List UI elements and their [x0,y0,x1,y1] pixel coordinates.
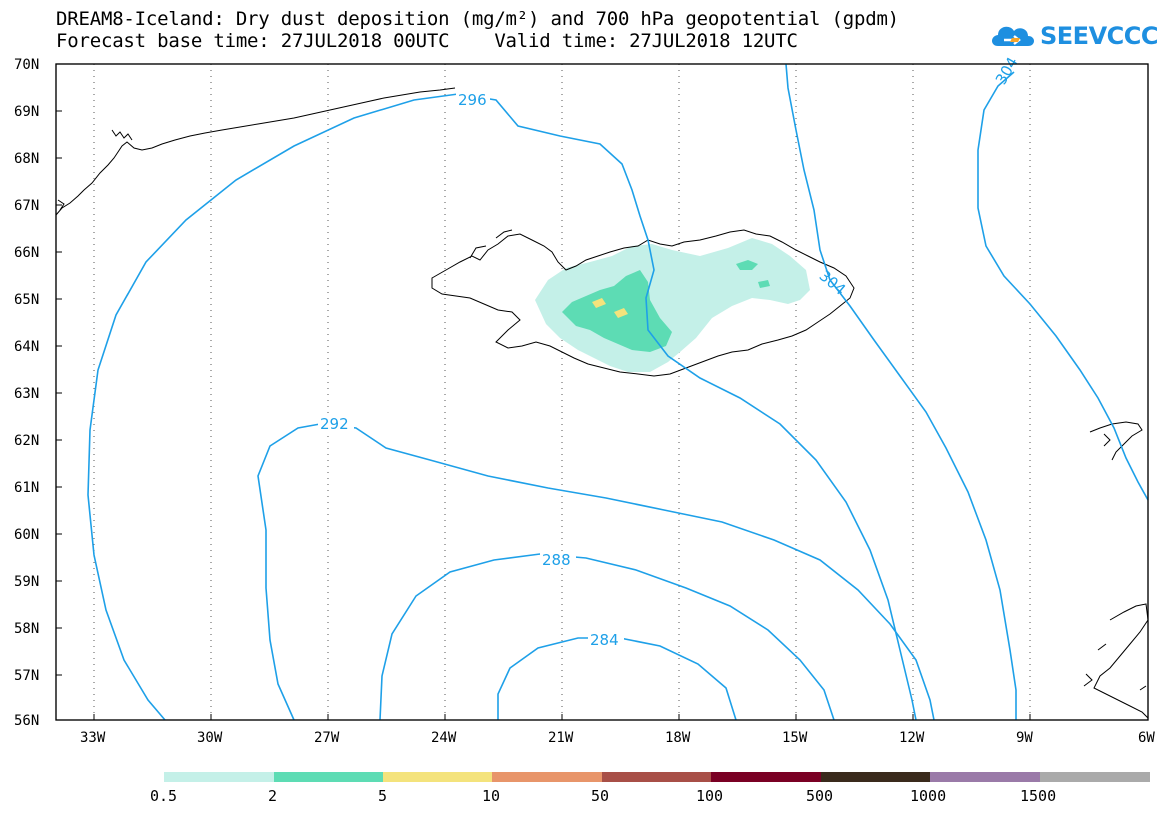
lon-label: 30W [197,730,223,746]
lat-label: 58N [14,621,39,637]
legend-label: 50 [591,787,609,805]
scotland-coastline [1083,603,1149,719]
faroe-islands-coastline [1089,421,1143,461]
contour-288 [379,553,835,721]
legend-swatch-2 [383,772,492,782]
lat-label: 59N [14,574,39,590]
legend-label: 10 [482,787,500,805]
contour-label-292: 292 [320,415,349,433]
legend-colorbar [164,772,1150,782]
map-frame [55,63,1149,721]
lat-label: 67N [14,198,39,214]
dust-level-5 [592,298,606,308]
legend-swatch-1 [274,772,383,782]
geopotential-contours [87,63,1149,721]
greenland-coastline [55,87,456,216]
legend-label: 500 [806,787,833,805]
legend-label: 100 [696,787,723,805]
forecast-time-line: Forecast base time: 27JUL2018 00UTC Vali… [56,30,798,52]
legend-label: 1500 [1020,787,1056,805]
legend-label: 2 [268,787,277,805]
lon-label: 21W [548,730,574,746]
seevccc-logo-icon [992,26,1034,46]
lat-label: 64N [14,339,39,355]
contour-292 [257,423,935,721]
lon-label: 27W [314,730,340,746]
contour-label-284: 284 [590,631,619,649]
iceland-coastline [431,229,855,377]
dust-level-2-c [758,280,770,288]
lat-label: 68N [14,151,39,167]
lon-label: 18W [665,730,691,746]
lat-label: 62N [14,433,39,449]
map-title: DREAM8-Iceland: Dry dust deposition (mg/… [56,8,899,30]
lat-label: 66N [14,245,39,261]
dust-level-5-b [614,308,628,318]
legend-label: 1000 [910,787,946,805]
legend-labels: 0.5 2 5 10 50 100 500 1000 1500 [150,787,1056,805]
lon-label: 12W [899,730,925,746]
contour-304-right [977,71,1149,501]
contour-labels: 296 304 304 292 288 284 [318,54,1022,649]
legend-label: 0.5 [150,787,177,805]
seevccc-logo-text: SEEVCCC [1040,22,1159,50]
contour-label-296: 296 [458,91,487,109]
lon-label: 24W [431,730,457,746]
legend-swatch-3 [492,772,602,782]
lon-label: 6W [1138,730,1155,746]
lat-label: 63N [14,386,39,402]
legend-swatch-0 [164,772,274,782]
contour-label-288: 288 [542,551,571,569]
lat-label: 61N [14,480,39,496]
lat-label: 56N [14,713,39,729]
lat-label: 70N [14,57,39,73]
lat-label: 65N [14,292,39,308]
lon-label: 15W [782,730,808,746]
dust-deposition-field [535,238,810,372]
gridlines [93,64,1031,720]
legend-label: 5 [378,787,387,805]
contour-296 [87,93,917,721]
lat-label: 57N [14,668,39,684]
latitude-labels: 70N 69N 68N 67N 66N 65N 64N 63N 62N 61N … [14,57,39,729]
dust-level-0.5 [535,238,810,372]
lat-label: 69N [14,104,39,120]
lon-label: 9W [1016,730,1033,746]
legend-swatch-8 [1040,772,1150,782]
dust-level-2-b [736,260,758,270]
longitude-labels: 33W 30W 27W 24W 21W 18W 15W 12W 9W 6W [80,730,1155,746]
contour-304-left [785,63,1017,720]
legend-swatch-5 [711,772,821,782]
lon-label: 33W [80,730,106,746]
lat-label: 60N [14,527,39,543]
legend-swatch-4 [602,772,711,782]
legend-swatch-6 [821,772,930,782]
legend-swatch-7 [930,772,1040,782]
